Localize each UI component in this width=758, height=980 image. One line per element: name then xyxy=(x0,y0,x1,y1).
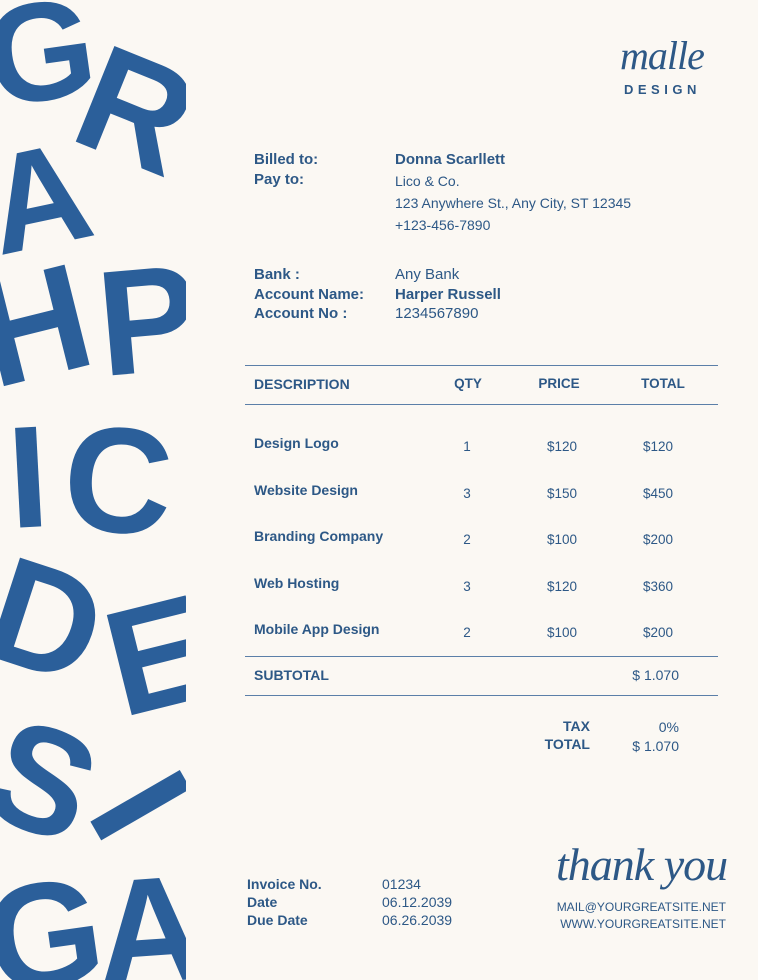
header-description: DESCRIPTION xyxy=(254,376,350,392)
total-value: $ 1.070 xyxy=(632,738,679,754)
bank-label: Bank : xyxy=(254,266,300,283)
item-description: Mobile App Design xyxy=(254,621,380,638)
divider xyxy=(245,656,718,657)
item-price: $100 xyxy=(546,625,578,641)
due-date-label: Due Date xyxy=(247,912,308,928)
contact-website[interactable]: WWW.YOURGREATSITE.NET xyxy=(560,917,726,931)
item-qty: 3 xyxy=(463,485,471,501)
thank-you-script: thank you xyxy=(556,839,728,890)
item-description: Design Logo xyxy=(254,435,339,451)
logo-subtitle: DESIGN xyxy=(624,82,701,97)
tax-value: 0% xyxy=(658,719,679,735)
item-description: Web Hosting xyxy=(254,574,340,591)
divider xyxy=(245,695,718,696)
divider xyxy=(245,404,718,405)
graphic-design-lettering: G R A H P I C D E S I G A xyxy=(0,0,186,980)
item-total: $360 xyxy=(642,578,674,594)
item-total: $120 xyxy=(642,439,674,454)
header-total: TOTAL xyxy=(641,376,685,391)
subtotal-label: SUBTOTAL xyxy=(254,667,329,683)
decor-letter: P xyxy=(90,231,186,409)
header-qty: QTY xyxy=(454,376,482,391)
date-label: Date xyxy=(247,894,278,910)
account-no-label: Account No : xyxy=(254,305,348,322)
billed-to-label: Billed to: xyxy=(254,151,319,168)
invoice-no-label: Invoice No. xyxy=(247,876,322,892)
account-name-value: Harper Russell xyxy=(395,286,501,303)
bank-value: Any Bank xyxy=(395,266,460,283)
due-date-value: 06.26.2039 xyxy=(382,912,453,928)
pay-to-address: 123 Anywhere St., Any City, ST 12345 xyxy=(395,195,632,211)
item-total: $200 xyxy=(642,532,674,548)
item-price: $120 xyxy=(546,439,578,454)
account-name-label: Account Name: xyxy=(254,286,365,303)
divider xyxy=(245,365,718,366)
date-value: 06.12.2039 xyxy=(382,894,453,910)
billed-name: Donna Scarllett xyxy=(395,151,506,168)
subtotal-value: $ 1.070 xyxy=(632,667,679,683)
pay-to-label: Pay to: xyxy=(254,171,305,188)
decor-letter: A xyxy=(90,842,186,980)
item-total: $450 xyxy=(642,485,674,501)
logo-script: malle xyxy=(620,33,705,78)
invoice-no-value: 01234 xyxy=(382,876,421,892)
header-price: PRICE xyxy=(538,376,580,391)
contact-email[interactable]: MAIL@YOURGREATSITE.NET xyxy=(556,900,726,914)
total-label: TOTAL xyxy=(544,736,590,752)
decor-letter: C xyxy=(58,392,179,568)
account-no-value: 1234567890 xyxy=(395,305,479,322)
item-qty: 2 xyxy=(463,625,471,641)
pay-to-company: Lico & Co. xyxy=(395,173,460,189)
item-price: $150 xyxy=(546,485,578,501)
tax-label: TAX xyxy=(563,718,590,734)
item-description: Website Design xyxy=(254,481,358,498)
item-price: $100 xyxy=(546,532,578,548)
pay-to-phone: +123-456-7890 xyxy=(395,217,491,233)
item-price: $120 xyxy=(546,578,578,594)
item-qty: 2 xyxy=(463,532,471,548)
item-description: Branding Company xyxy=(254,528,384,545)
item-qty: 1 xyxy=(463,439,471,454)
item-total: $200 xyxy=(642,625,674,641)
item-qty: 3 xyxy=(463,578,471,594)
